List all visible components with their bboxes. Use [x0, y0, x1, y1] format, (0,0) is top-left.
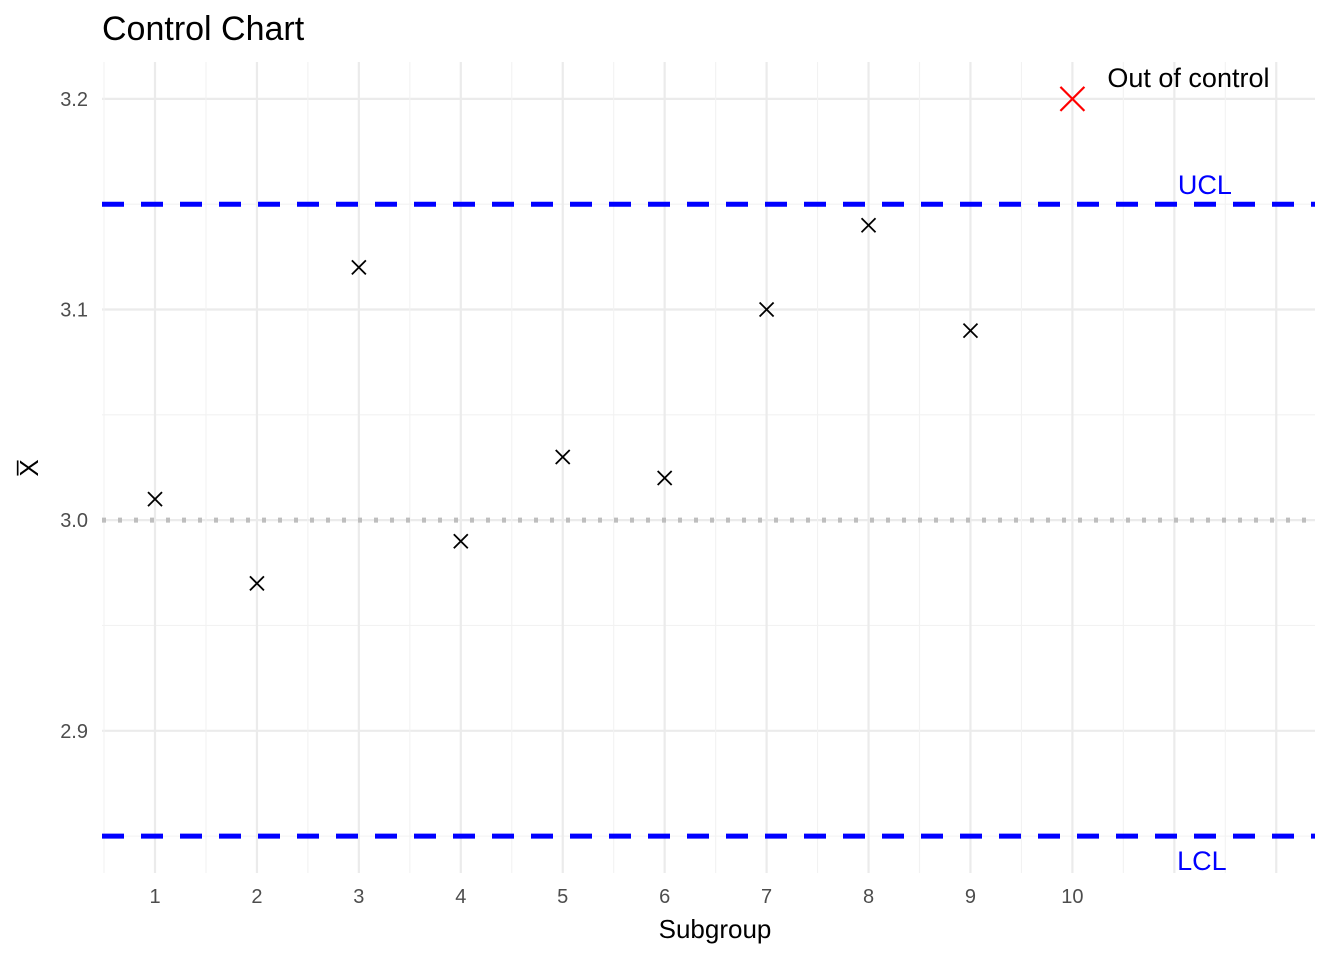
- y-axis-title: X̅: [14, 459, 44, 476]
- grid: [102, 62, 1315, 873]
- out-of-control-point: [1059, 86, 1086, 112]
- data-point: [249, 575, 265, 591]
- x-tick-label: 10: [1061, 886, 1083, 908]
- data-point: [147, 491, 163, 507]
- data-point: [860, 217, 877, 233]
- ucl-label: UCL: [1178, 170, 1232, 200]
- lcl-label: LCL: [1177, 846, 1227, 876]
- x-tick-label: 6: [659, 886, 670, 908]
- chart-title: Control Chart: [102, 10, 305, 48]
- x-axis-title: Subgroup: [659, 914, 772, 944]
- x-tick-label: 1: [149, 886, 160, 908]
- y-tick-label: 3.1: [60, 300, 88, 322]
- x-tick-label: 9: [965, 886, 976, 908]
- x-tick-label: 8: [863, 886, 874, 908]
- data-point: [453, 533, 469, 549]
- x-tick-label: 2: [251, 886, 262, 908]
- tick-labels: 2.9 3.0 3.1 3.2 1 2 3 4 5 6 7 8 9 10: [60, 89, 1083, 908]
- y-tick-label: 3.0: [60, 510, 88, 532]
- reference-lines: [102, 201, 1315, 839]
- data-point: [962, 322, 979, 339]
- x-tick-label: 7: [761, 886, 772, 908]
- data-point: [657, 470, 673, 486]
- x-tick-label: 5: [557, 886, 568, 908]
- data-points: [147, 86, 1086, 591]
- data-point: [758, 301, 775, 318]
- data-point: [555, 449, 571, 465]
- x-tick-label: 3: [353, 886, 364, 908]
- out-of-control-label: Out of control: [1107, 63, 1269, 93]
- data-point: [351, 259, 367, 276]
- y-tick-label: 2.9: [60, 721, 88, 743]
- x-tick-label: 4: [455, 886, 466, 908]
- y-tick-label: 3.2: [60, 89, 88, 111]
